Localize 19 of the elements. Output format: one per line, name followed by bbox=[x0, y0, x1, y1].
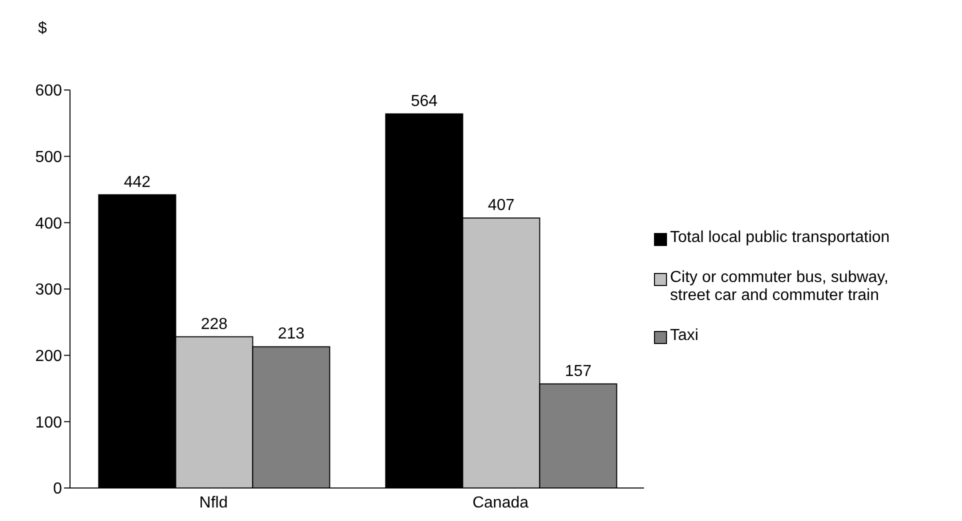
y-tick-label: 200 bbox=[35, 348, 62, 366]
data-label: 442 bbox=[124, 174, 151, 191]
data-label: 228 bbox=[200, 316, 228, 333]
y-tick-label: 0 bbox=[53, 480, 62, 498]
y-tick-label: 300 bbox=[35, 282, 62, 299]
y-axis-title: $ bbox=[37, 19, 48, 39]
x-tick-label: Canada bbox=[472, 494, 529, 512]
data-label: 213 bbox=[278, 326, 305, 343]
data-label: 157 bbox=[564, 362, 592, 380]
legend-label: Taxi bbox=[670, 327, 700, 345]
y-tick-label: 500 bbox=[35, 149, 62, 166]
data-label: 564 bbox=[410, 92, 438, 110]
y-tick-label: 400 bbox=[35, 215, 62, 232]
legend-label: Total local public transportation bbox=[670, 229, 891, 247]
legend-label: City or commuter bus, subway, street car and commuter train bbox=[670, 269, 890, 305]
x-tick-label: Nfld bbox=[199, 494, 228, 512]
y-tick-label: 100 bbox=[35, 414, 62, 432]
y-tick-label: 600 bbox=[35, 82, 62, 100]
data-label: 407 bbox=[488, 197, 515, 214]
